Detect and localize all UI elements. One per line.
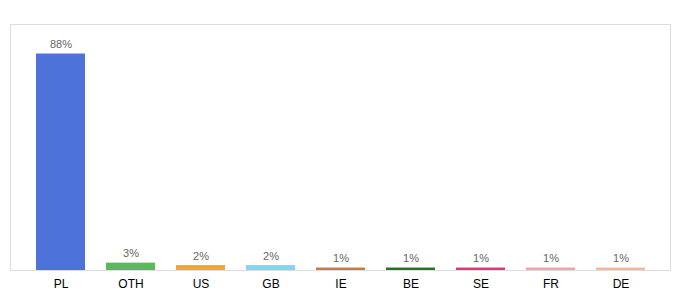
svg-text:1%: 1% — [473, 252, 489, 264]
svg-text:FR: FR — [543, 277, 559, 291]
svg-text:US: US — [193, 277, 210, 291]
svg-text:GB: GB — [262, 277, 279, 291]
svg-text:OTH: OTH — [118, 277, 143, 291]
svg-text:BE: BE — [403, 277, 419, 291]
svg-text:3%: 3% — [123, 247, 139, 259]
svg-text:SE: SE — [473, 277, 489, 291]
svg-text:1%: 1% — [333, 252, 349, 264]
svg-text:1%: 1% — [403, 252, 419, 264]
svg-text:88%: 88% — [50, 38, 72, 50]
svg-text:2%: 2% — [193, 250, 209, 262]
svg-text:PL: PL — [54, 277, 69, 291]
svg-text:DE: DE — [613, 277, 630, 291]
svg-text:2%: 2% — [263, 250, 279, 262]
svg-text:1%: 1% — [543, 252, 559, 264]
svg-text:1%: 1% — [613, 252, 629, 264]
svg-text:IE: IE — [335, 277, 346, 291]
